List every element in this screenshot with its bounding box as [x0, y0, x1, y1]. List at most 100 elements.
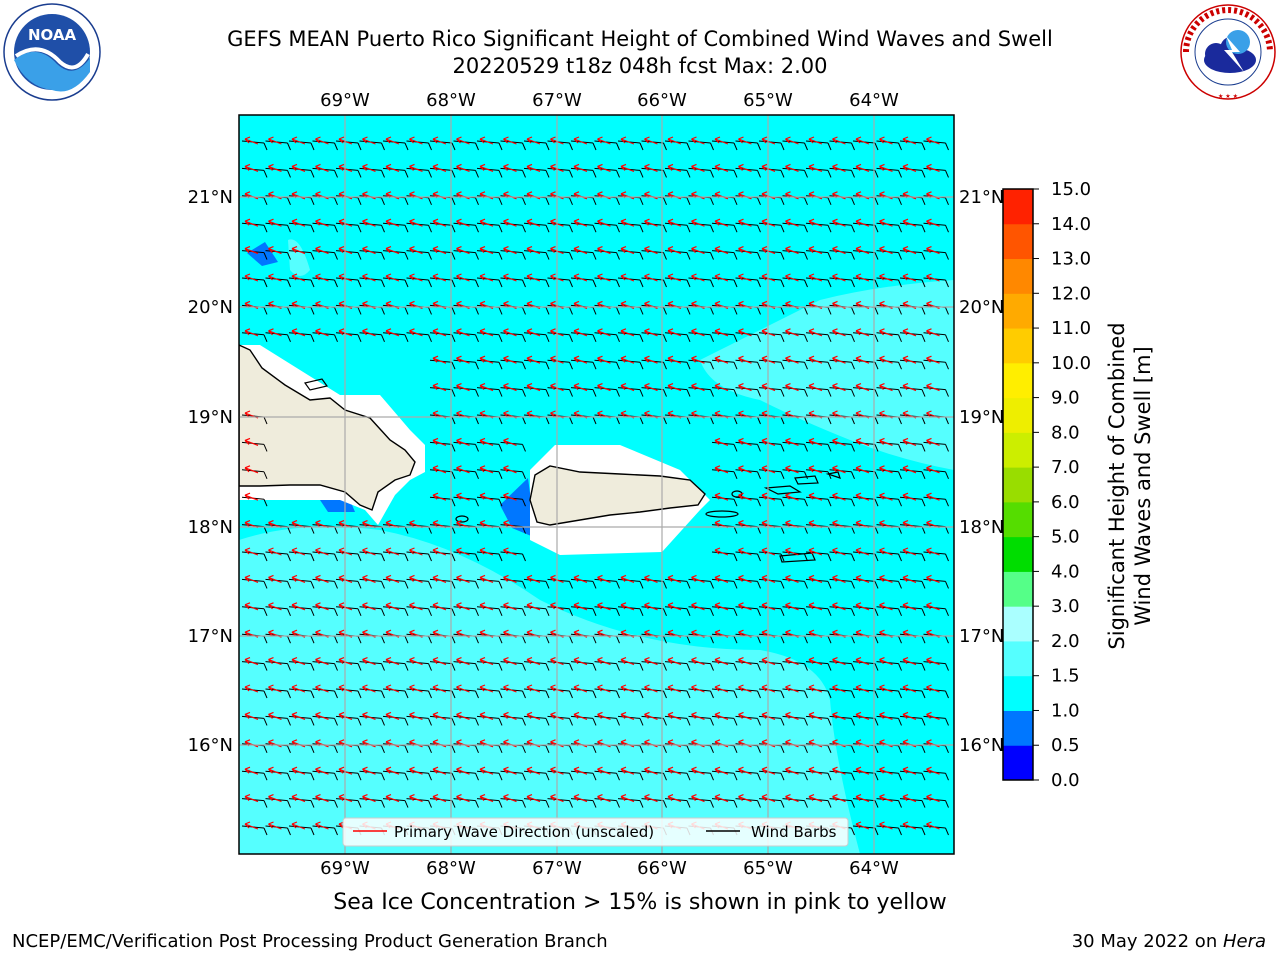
wave-direction-arrow: [315, 547, 329, 556]
wave-direction-arrow: [714, 492, 729, 501]
wave-direction-arrow: [385, 273, 400, 282]
wave-direction-arrow: [573, 794, 588, 803]
wave-direction-arrow: [479, 328, 494, 337]
wave-direction-arrow: [503, 246, 517, 255]
wave-direction-arrow: [855, 711, 870, 720]
wave-direction-arrow: [832, 273, 846, 282]
wave-direction-arrow: [573, 684, 588, 693]
wave-direction-arrow: [244, 657, 259, 666]
wave-direction-arrow: [879, 328, 893, 337]
wave-direction-arrow: [832, 328, 846, 337]
wave-direction-arrow: [362, 547, 376, 556]
wave-direction-arrow: [832, 437, 846, 446]
wave-direction-arrow: [291, 273, 306, 282]
wave-direction-arrow: [503, 465, 517, 474]
wave-direction-arrow: [926, 547, 940, 556]
footer-date-text: 30 May 2022 on: [1071, 931, 1223, 952]
wave-direction-arrow: [785, 163, 799, 172]
colorbar-tick-label: 6.0: [1051, 492, 1080, 513]
wave-direction-arrow: [667, 574, 682, 583]
wave-direction-arrow: [597, 684, 611, 693]
colorbar-label: Significant Height of Combined Wind Wave…: [1105, 322, 1155, 649]
footer-branch: NCEP/EMC/Verification Post Processing Pr…: [12, 931, 608, 952]
low-wave-zone-4: [320, 500, 355, 512]
wave-direction-arrow: [409, 711, 423, 720]
lon-label: 67°W: [532, 90, 582, 111]
footer-date: 30 May 2022 on Hera: [1072, 931, 1266, 952]
colorbar-tick-label: 1.0: [1051, 700, 1080, 721]
wave-direction-arrow: [456, 328, 470, 337]
wave-direction-arrow: [362, 657, 376, 666]
wave-direction-arrow: [855, 136, 870, 145]
wave-direction-arrow: [667, 602, 682, 611]
wave-direction-arrow: [808, 492, 823, 501]
wave-direction-arrow: [667, 355, 682, 364]
colorbar-segment: [1003, 223, 1033, 260]
wave-direction-arrow: [644, 383, 658, 392]
colorbar-tick-label: 15.0: [1051, 179, 1091, 200]
wave-direction-arrow: [244, 246, 259, 255]
wave-direction-arrow: [573, 273, 588, 282]
wave-direction-arrow: [714, 657, 729, 666]
lon-label: 64°W: [849, 90, 899, 111]
wave-direction-arrow: [244, 136, 259, 145]
wave-direction-arrow: [291, 246, 306, 255]
wave-direction-arrow: [479, 766, 494, 775]
wave-direction-arrow: [456, 136, 470, 145]
wave-direction-arrow: [244, 492, 259, 501]
wave-direction-arrow: [785, 794, 799, 803]
wave-direction-arrow: [597, 218, 611, 227]
wave-direction-arrow: [315, 246, 329, 255]
wave-direction-arrow: [456, 574, 470, 583]
wave-direction-arrow: [879, 136, 893, 145]
wave-direction-arrow: [315, 794, 329, 803]
wave-direction-arrow: [667, 136, 682, 145]
wave-direction-arrow: [573, 574, 588, 583]
wave-direction-arrow: [855, 602, 870, 611]
wave-direction-arrow: [738, 246, 752, 255]
wave-direction-arrow: [808, 794, 823, 803]
wave-direction-arrow: [691, 766, 705, 775]
wave-direction-arrow: [644, 273, 658, 282]
wave-direction-arrow: [738, 547, 752, 556]
wave-direction-arrow: [714, 273, 729, 282]
wave-direction-arrow: [832, 163, 846, 172]
wave-direction-arrow: [268, 218, 282, 227]
wave-direction-arrow: [268, 574, 282, 583]
wave-direction-arrow: [362, 246, 376, 255]
wave-direction-arrow: [291, 794, 306, 803]
wave-direction-arrow: [855, 547, 870, 556]
lat-label: 18°N: [959, 517, 1004, 538]
colorbar-segment: [1003, 293, 1033, 329]
land-hispaniola: [239, 344, 416, 511]
wave-direction-arrow: [620, 602, 635, 611]
wave-direction-arrow: [526, 163, 541, 172]
wave-direction-arrow: [479, 547, 494, 556]
colorbar-segment: [1003, 710, 1033, 746]
wave-direction-arrow: [526, 684, 541, 693]
wave-direction-arrow: [714, 684, 729, 693]
wave-direction-arrow: [667, 383, 682, 392]
wave-direction-arrow: [526, 355, 541, 364]
wave-direction-arrow: [315, 602, 329, 611]
wave-direction-arrow: [855, 383, 870, 392]
colorbar-tick-label: 9.0: [1051, 388, 1080, 409]
wave-direction-arrow: [855, 163, 870, 172]
wave-direction-arrow: [479, 465, 494, 474]
wave-direction-arrow: [456, 163, 470, 172]
lon-label: 65°W: [743, 90, 793, 111]
colorbar-tick-label: 1.5: [1051, 666, 1080, 687]
wave-direction-arrow: [385, 766, 400, 775]
wave-direction-arrow: [385, 547, 400, 556]
lon-label: 65°W: [743, 858, 793, 879]
lat-label: 16°N: [959, 735, 1004, 756]
wave-direction-arrow: [738, 766, 752, 775]
wave-direction-arrow: [291, 136, 306, 145]
wave-direction-arrow: [597, 766, 611, 775]
wave-direction-arrow: [926, 794, 940, 803]
wave-direction-arrow: [385, 163, 400, 172]
wave-direction-arrow: [479, 383, 494, 392]
wave-direction-arrow: [714, 766, 729, 775]
wave-direction-arrow: [597, 246, 611, 255]
